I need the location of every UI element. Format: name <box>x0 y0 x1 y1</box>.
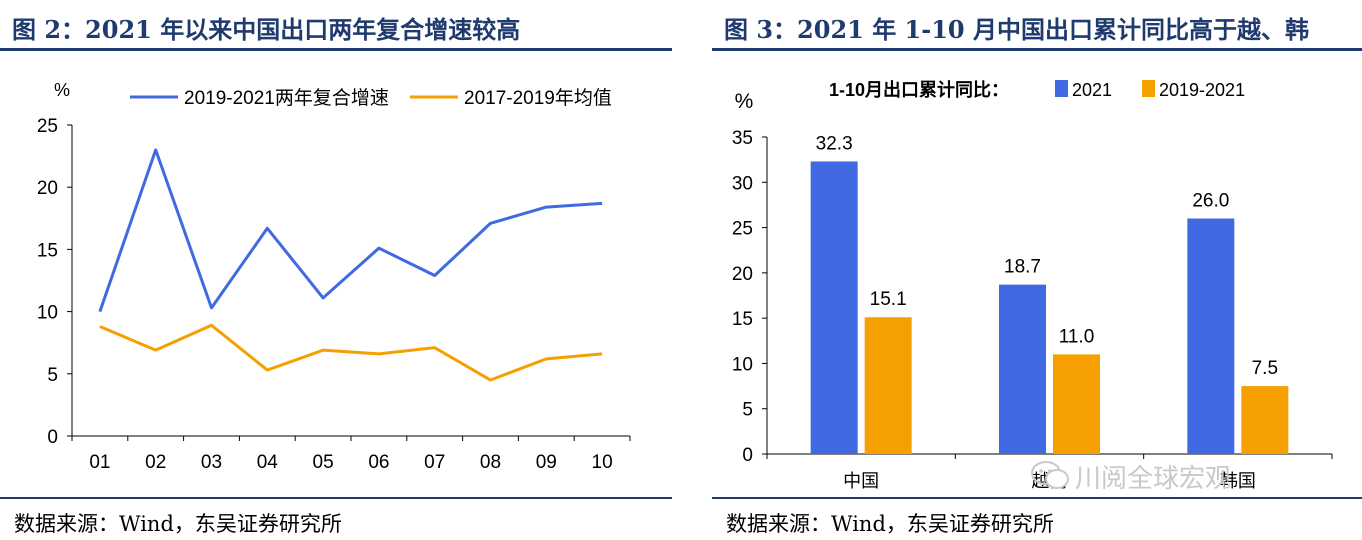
y-tick-label: 20 <box>37 178 58 199</box>
data-label: 18.7 <box>1004 257 1041 278</box>
y-tick-label: 30 <box>732 173 753 194</box>
bar-2021 <box>1187 218 1235 454</box>
x-tick-label: 02 <box>145 452 166 473</box>
watermark-text: 川阅全球宏观 <box>1075 464 1232 494</box>
y-tick-label: 35 <box>732 128 753 149</box>
legend-swatch <box>1055 80 1068 97</box>
figure-3-title: 图 3：2021 年 1-10 月中国出口累计同比高于越、韩 <box>724 15 1309 44</box>
y-axis-unit-label: % <box>735 90 754 113</box>
footer-rule <box>712 497 1362 499</box>
title-rule <box>0 48 672 51</box>
x-tick-label: 中国 <box>843 471 879 491</box>
y-tick-label: 25 <box>37 116 58 137</box>
legend-label: 2019-2021 <box>1159 80 1245 100</box>
y-tick-label: 0 <box>47 427 58 448</box>
y-tick-label: 15 <box>732 309 753 330</box>
bar-2021 <box>999 284 1046 454</box>
x-tick-label: 06 <box>368 452 389 473</box>
figure-2-source: 数据来源：Wind，东吴证券研究所 <box>14 512 342 536</box>
legend-label: 2019-2021两年复合增速 <box>184 87 389 109</box>
x-tick-label: 04 <box>257 452 279 473</box>
y-tick-label: 15 <box>37 240 58 261</box>
figure-2-panel: 图 2：2021 年以来中国出口两年复合增速较高 % 0 5 10 15 20 25 01 02… <box>0 0 672 540</box>
data-label: 26.0 <box>1192 191 1229 212</box>
figure-2-title: 图 2：2021 年以来中国出口两年复合增速较高 <box>12 15 521 44</box>
data-label: 32.3 <box>816 133 853 154</box>
y-axis-unit-label: % <box>54 80 70 100</box>
series-line-1 <box>98 148 603 313</box>
data-label: 11.0 <box>1059 326 1095 347</box>
x-tick-label: 07 <box>424 452 445 473</box>
bar-2019-2021 <box>1241 386 1289 454</box>
wechat-icon <box>1031 461 1069 489</box>
legend-label: 2021 <box>1072 80 1112 100</box>
bar-2019-2021 <box>1053 354 1100 454</box>
x-tick-label: 05 <box>313 452 334 473</box>
series-line-2 <box>99 323 603 382</box>
x-tick-label: 08 <box>480 452 501 473</box>
y-tick-label: 0 <box>742 445 753 466</box>
figure-3-panel: 图 3：2021 年 1-10 月中国出口累计同比高于越、韩 % 0 5 10 15 20… <box>712 0 1362 540</box>
y-tick-label: 5 <box>47 365 58 386</box>
figure-3-source: 数据来源：Wind，东吴证券研究所 <box>726 512 1054 536</box>
y-tick-label: 25 <box>732 219 753 240</box>
footer-rule <box>0 497 672 499</box>
legend-title: 1-10月出口累计同比： <box>829 79 1009 100</box>
data-label: 15.1 <box>870 289 907 310</box>
y-tick-label: 10 <box>37 303 58 324</box>
title-rule <box>712 48 1362 51</box>
x-tick-label: 10 <box>592 452 613 473</box>
bar-2021 <box>810 161 858 454</box>
x-tick-label: 韩国 <box>1220 471 1256 491</box>
y-tick-label: 20 <box>732 264 753 285</box>
y-tick-label: 10 <box>732 354 753 375</box>
x-tick-label: 01 <box>89 452 110 473</box>
legend-swatch <box>1142 80 1155 97</box>
data-label: 7.5 <box>1252 358 1278 379</box>
x-tick-label: 09 <box>536 452 557 473</box>
bar-chart: %05101520253035中国越南韩国32.318.726.015.111.… <box>732 79 1333 491</box>
bar-2019-2021 <box>864 317 912 454</box>
x-tick-label: 03 <box>201 452 222 473</box>
y-tick-label: 5 <box>742 400 753 421</box>
legend-label: 2017-2019年均值 <box>464 87 612 109</box>
